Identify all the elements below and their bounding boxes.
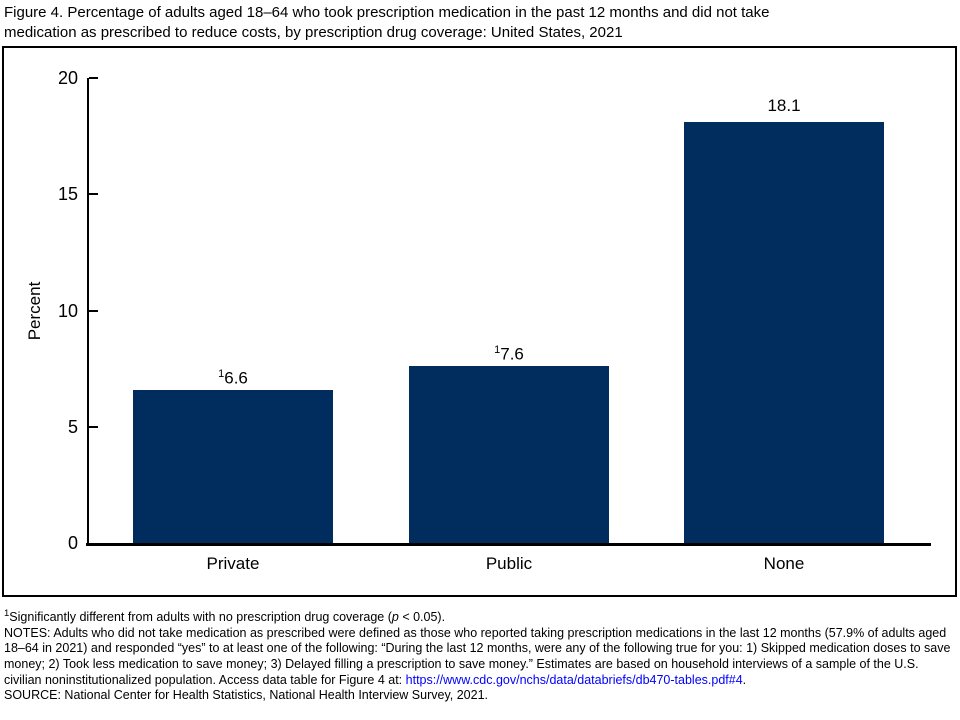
- bar-value-label: 18.1: [767, 96, 801, 116]
- y-tick-label: 15: [57, 184, 78, 205]
- category-label: None: [763, 554, 805, 573]
- bar-value-label: 16.6: [218, 367, 248, 388]
- footnote-significance-end: < 0.05).: [398, 610, 446, 625]
- y-tick-label: 5: [67, 416, 78, 437]
- y-axis-line: [87, 78, 89, 543]
- footnote-source: SOURCE: National Center for Health Stati…: [4, 688, 489, 703]
- footnote-superscript: 1: [4, 608, 10, 619]
- category-label: Private: [206, 554, 260, 573]
- footnote-notes: NOTES: Adults who did not take medicatio…: [4, 626, 954, 688]
- bar: [684, 122, 884, 543]
- bar: [133, 389, 333, 543]
- figure-title: Figure 4. Percentage of adults aged 18–6…: [4, 3, 954, 42]
- category-label: Public: [485, 554, 533, 573]
- footnote-significance: 1Significantly different from adults wit…: [4, 606, 954, 626]
- y-tick-label: 10: [57, 300, 78, 321]
- data-table-link[interactable]: https://www.cdc.gov/nchs/data/databriefs…: [405, 672, 743, 687]
- y-tick-mark: [89, 193, 98, 196]
- bar-value-superscript: 1: [494, 344, 501, 357]
- footnote-p-italic: p: [391, 610, 399, 625]
- x-axis-line: [86, 543, 931, 546]
- footnotes: 1Significantly different from adults wit…: [4, 606, 954, 704]
- bar-value-superscript: 1: [218, 367, 225, 380]
- footnote-link-period: .: [742, 672, 747, 687]
- figure-title-line2: medication as prescribed to reduce costs…: [4, 23, 623, 41]
- y-tick-label: 0: [67, 533, 78, 553]
- y-tick-mark: [89, 77, 98, 79]
- bar: [409, 366, 609, 543]
- figure-title-line1: Figure 4. Percentage of adults aged 18–6…: [4, 4, 770, 21]
- y-tick-label: 20: [57, 68, 78, 88]
- footnote-significance-text: Significantly different from adults with…: [9, 610, 392, 625]
- y-tick-mark: [89, 309, 98, 312]
- footnote-notes-text: NOTES: Adults who did not take medicatio…: [4, 625, 951, 687]
- bar-value-label: 17.6: [494, 344, 524, 364]
- y-tick-mark: [89, 425, 98, 428]
